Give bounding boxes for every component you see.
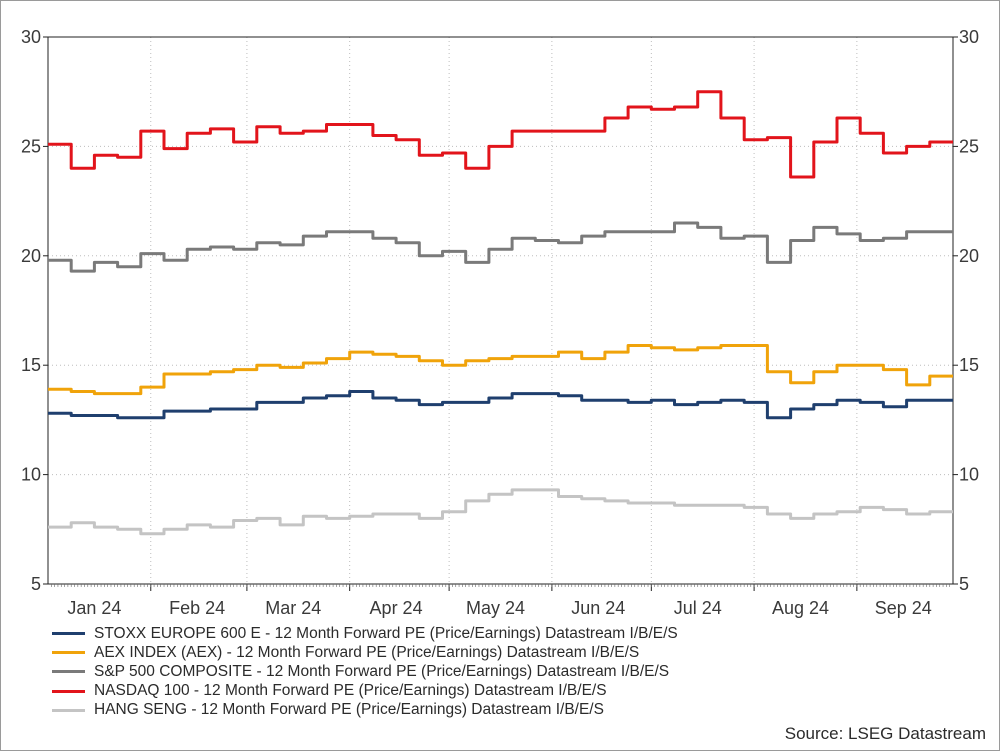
gridlines bbox=[48, 37, 953, 584]
series-line bbox=[48, 390, 953, 420]
legend-item: AEX INDEX (AEX) - 12 Month Forward PE (P… bbox=[52, 643, 678, 662]
legend-label: STOXX EUROPE 600 E - 12 Month Forward PE… bbox=[94, 624, 678, 642]
plot-area-border bbox=[47, 36, 954, 585]
legend-item: S&P 500 COMPOSITE - 12 Month Forward PE … bbox=[52, 662, 678, 681]
y-tick-label-left: 15 bbox=[21, 355, 41, 375]
x-tick-label: Jun 24 bbox=[571, 598, 625, 618]
legend-swatch bbox=[52, 651, 85, 655]
source-note: Source: LSEG Datastream bbox=[784, 724, 986, 743]
legend-label: HANG SENG - 12 Month Forward PE (Price/E… bbox=[94, 701, 604, 719]
y-tick-label-left: 5 bbox=[31, 574, 41, 594]
legend-item: NASDAQ 100 - 12 Month Forward PE (Price/… bbox=[52, 682, 678, 701]
y-tick-label-left: 10 bbox=[21, 465, 41, 485]
series-line bbox=[48, 488, 953, 536]
y-tick-label-right: 30 bbox=[959, 27, 979, 47]
legend-swatch bbox=[52, 689, 85, 693]
legend-swatch bbox=[52, 670, 85, 674]
y-tick-label-right: 20 bbox=[959, 246, 979, 266]
y-tick-label-right: 10 bbox=[959, 465, 979, 485]
series-line bbox=[48, 221, 953, 273]
series-lines bbox=[48, 90, 953, 536]
x-tick-label: Jul 24 bbox=[674, 598, 722, 618]
x-tick-label: Mar 24 bbox=[265, 598, 321, 618]
legend-swatch bbox=[52, 632, 85, 636]
x-tick-label: Jan 24 bbox=[67, 598, 121, 618]
x-tick-label: May 24 bbox=[466, 598, 525, 618]
legend-item: HANG SENG - 12 Month Forward PE (Price/E… bbox=[52, 701, 678, 720]
y-tick-label-right: 15 bbox=[959, 355, 979, 375]
y-tick-label-left: 25 bbox=[21, 136, 41, 156]
axes: 5 5 10 10 15 15 20 20 25 25 30 30 Jan 24 Feb 24 Mar 24… bbox=[21, 27, 979, 618]
legend-label: AEX INDEX (AEX) - 12 Month Forward PE (P… bbox=[94, 643, 640, 661]
legend: STOXX EUROPE 600 E - 12 Month Forward PE… bbox=[52, 624, 678, 720]
series-line bbox=[48, 90, 953, 179]
y-tick-label-right: 5 bbox=[959, 574, 969, 594]
legend-swatch bbox=[52, 708, 85, 712]
x-tick-label: Apr 24 bbox=[370, 598, 423, 618]
y-tick-label-right: 25 bbox=[959, 136, 979, 156]
x-tick-label: Sep 24 bbox=[875, 598, 932, 618]
y-tick-label-left: 30 bbox=[21, 27, 41, 47]
series-line bbox=[48, 344, 953, 396]
x-tick-label: Feb 24 bbox=[169, 598, 225, 618]
legend-item: STOXX EUROPE 600 E - 12 Month Forward PE… bbox=[52, 624, 678, 643]
legend-label: NASDAQ 100 - 12 Month Forward PE (Price/… bbox=[94, 682, 607, 700]
x-tick-label: Aug 24 bbox=[772, 598, 829, 618]
y-tick-label-left: 20 bbox=[21, 246, 41, 266]
legend-label: S&P 500 COMPOSITE - 12 Month Forward PE … bbox=[94, 662, 670, 680]
